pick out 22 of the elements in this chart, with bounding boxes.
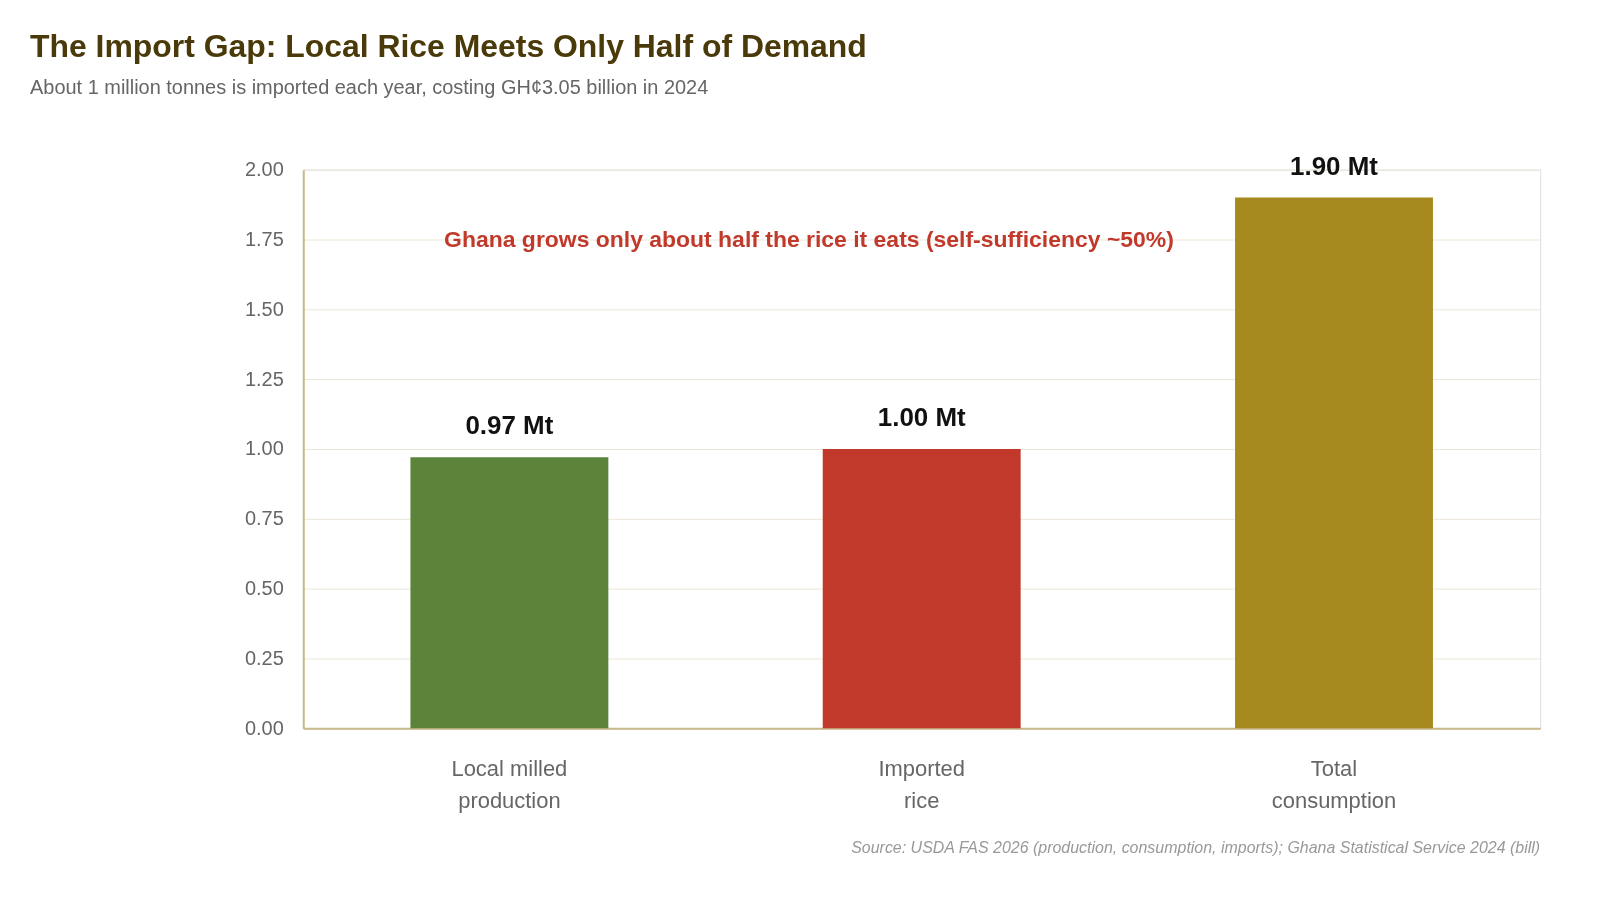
x-tick-label: Total consumption [1271,755,1397,813]
bar [1235,197,1433,729]
x-tick-label: Local milled production [451,755,568,813]
y-tick-label: 0.75 [244,507,284,530]
x-tick-label: Imported rice [878,755,965,813]
y-tick-label: 1.75 [244,227,284,250]
y-tick-label: 0.25 [244,646,284,669]
data-label: 0.97 Mt [465,411,554,440]
data-label: 1.00 Mt [877,403,966,432]
bar [410,457,609,729]
y-tick-label: 1.50 [244,297,284,320]
bar [822,448,1021,729]
chart-subtitle: About 1 million tonnes is imported each year, costing GH¢3.05 billion in 2024 [30,75,709,98]
y-tick-label: 0.00 [244,716,284,739]
y-tick-label: 1.00 [244,437,284,460]
data-label: 1.90 Mt [1290,151,1379,180]
annotation: Ghana grows only about half the rice it eats (self-sufficiency ~50%) [444,226,1174,253]
y-tick-label: 1.25 [244,367,284,390]
y-tick-label: 2.00 [244,158,284,181]
source-note: Source: USDA FAS 2026 (production, consumption, imports); Ghana Statistical Service 2024 (bill) [851,838,1541,856]
chart-title: The Import Gap: Local Rice Meets Only Half of Demand [30,27,867,64]
y-tick-label: 0.50 [244,577,284,600]
